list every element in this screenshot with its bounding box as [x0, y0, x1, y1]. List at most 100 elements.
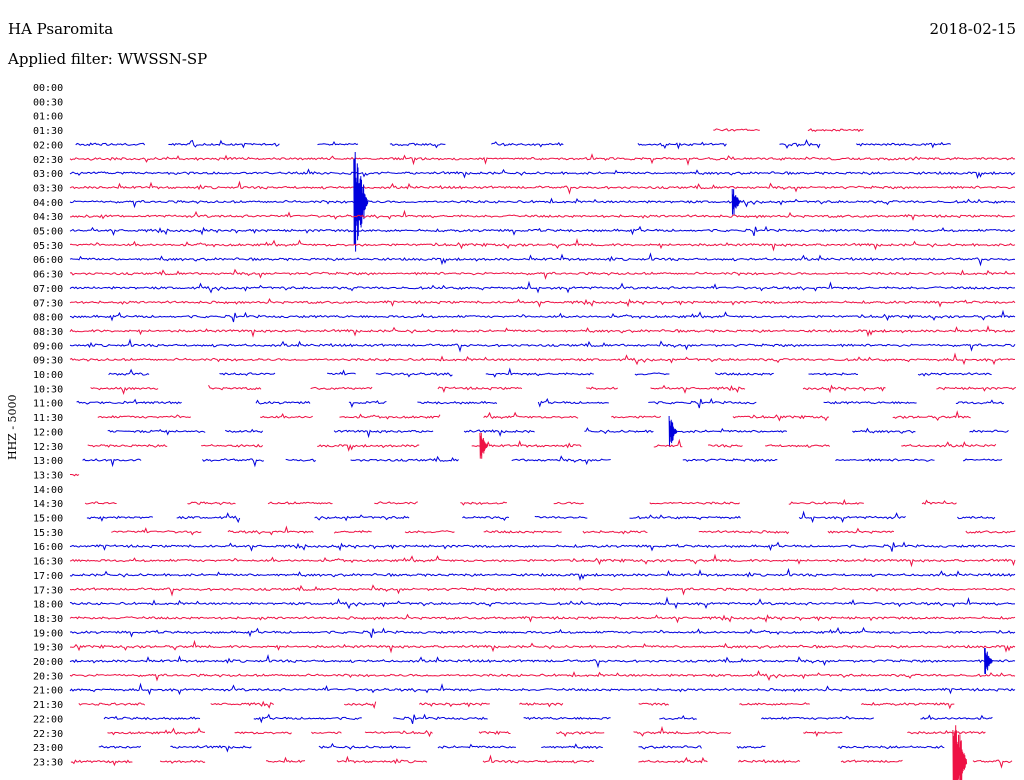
trace-line [111, 527, 202, 536]
trace-line [837, 745, 945, 750]
trace-line [714, 372, 774, 376]
trace-line [856, 141, 952, 149]
trace-line [69, 153, 1016, 166]
trace-line [69, 180, 1016, 195]
trace-line [471, 439, 582, 449]
trace-line [483, 530, 562, 534]
trace-line [586, 386, 618, 390]
trace-line [437, 386, 523, 394]
trace-line [537, 397, 609, 408]
trace-line [69, 613, 1016, 624]
trace-line [69, 252, 1016, 267]
trace-line [648, 397, 757, 409]
row-tick-label: 02:00 [33, 140, 63, 151]
trace-line [69, 682, 1016, 696]
row-tick-label: 04:30 [33, 212, 63, 223]
trace-line [835, 458, 935, 463]
trace-line [75, 142, 146, 147]
trace-line [210, 700, 274, 709]
trace-line [840, 759, 903, 764]
trace-line [713, 128, 760, 132]
trace-line [707, 444, 743, 448]
trace-line [827, 527, 895, 534]
trace-line [69, 653, 1016, 669]
trace-line [364, 729, 433, 738]
trace-line [70, 473, 80, 477]
trace-line [460, 501, 507, 506]
trace-line [69, 168, 1016, 180]
row-tick-label: 22:00 [33, 714, 63, 725]
row-tick-label: 03:30 [33, 183, 63, 194]
trace-line [478, 730, 511, 735]
row-tick-label: 18:00 [33, 600, 63, 611]
trace-line [69, 225, 1016, 237]
trace-line [650, 384, 746, 394]
trace-line [84, 501, 117, 505]
trace-line [69, 338, 1016, 353]
trace-line [511, 455, 611, 466]
trace-line [348, 400, 387, 408]
trace-line [491, 141, 564, 148]
row-tick-label: 05:30 [33, 241, 63, 252]
row-tick-label: 16:30 [33, 557, 63, 568]
trace-line [314, 514, 410, 522]
row-tick-label: 20:00 [33, 657, 63, 668]
trace-line [779, 138, 821, 149]
trace-line [553, 501, 584, 505]
trace-line [417, 400, 498, 405]
event-burst [731, 188, 741, 215]
row-tick-label: 19:30 [33, 643, 63, 654]
trace-line [69, 268, 1016, 280]
row-tick-label: 07:30 [33, 298, 63, 309]
trace-line [957, 515, 996, 520]
trace-line [393, 713, 488, 724]
trace-line [955, 399, 1005, 405]
row-tick-label: 14:30 [33, 499, 63, 510]
trace-line [892, 410, 971, 422]
row-tick-label: 13:00 [33, 456, 63, 467]
trace-line [962, 458, 1003, 462]
trace-line [69, 584, 1016, 597]
trace-line [267, 501, 333, 505]
trace-line [798, 510, 906, 524]
trace-line [738, 759, 801, 764]
trace-line [803, 730, 843, 738]
trace-line [739, 702, 810, 706]
trace-line [611, 415, 662, 419]
row-tick-label: 23:30 [33, 757, 63, 768]
trace-line [69, 280, 1016, 294]
row-tick-label: 10:00 [33, 370, 63, 381]
row-tick-label: 02:30 [33, 155, 63, 166]
row-tick-label: 05:00 [33, 227, 63, 238]
trace-line [201, 443, 264, 448]
trace-line [861, 701, 955, 710]
trace-line [907, 730, 986, 735]
trace-line [736, 745, 766, 749]
trace-line [69, 567, 1016, 581]
trace-line [917, 372, 992, 377]
row-tick-label: 22:30 [33, 729, 63, 740]
trace-line [70, 759, 133, 767]
row-tick-label: 01:30 [33, 126, 63, 137]
row-tick-label: 15:30 [33, 528, 63, 539]
row-tick-label: 07:00 [33, 284, 63, 295]
trace-line [103, 715, 201, 721]
trace-line [339, 413, 441, 420]
trace-line [176, 512, 241, 524]
row-tick-label: 12:30 [33, 442, 63, 453]
row-tick-label: 11:30 [33, 413, 63, 424]
filter-label: Applied filter: WWSSN-SP [8, 50, 208, 68]
row-tick-label: 14:00 [33, 485, 63, 496]
trace-line [482, 754, 595, 764]
trace-line [69, 553, 1016, 568]
trace-line [310, 386, 373, 391]
trace-line [69, 541, 1016, 552]
row-tick-label: 17:00 [33, 571, 63, 582]
trace-line [70, 209, 1016, 221]
trace-line [253, 713, 362, 724]
trace-line [523, 716, 611, 721]
trace-line [404, 530, 455, 534]
trace-line [69, 352, 1016, 366]
event-burst [353, 151, 369, 252]
trace-line [534, 515, 588, 519]
